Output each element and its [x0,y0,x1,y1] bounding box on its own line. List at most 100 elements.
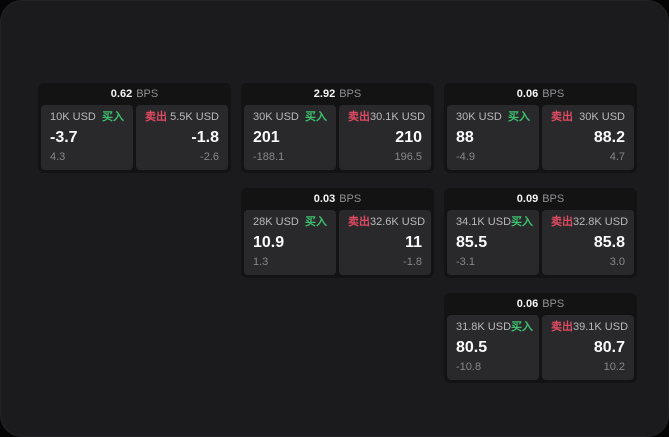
bps-value: 0.62 [110,87,133,100]
buy-delta: 1.3 [253,256,269,268]
buy-header-row: 30K USD 买入 [253,112,327,123]
sell-side-label: 卖出 [551,111,573,123]
sell-delta: 3.0 [609,256,625,268]
quote-card: 0.06 BPS 31.8K USD 买入 80.5 -10.8 卖出 39.1… [444,293,637,383]
buy-delta: -3.1 [456,256,475,268]
buy-side-label: 买入 [511,321,534,333]
card-header: 0.62 BPS [38,83,231,105]
buy-price: 201 [253,128,280,146]
card-header: 0.06 BPS [444,293,637,315]
buy-price: 85.5 [456,233,488,251]
quote-card: 0.06 BPS 30K USD 买入 88 -4.9 卖出 30K USD 8… [444,83,637,173]
sell-amount: 30.1K USD [370,111,426,123]
buy-delta: 4.3 [50,151,66,163]
buy-price: 10.9 [253,233,285,251]
bps-value: 0.09 [516,192,539,205]
bps-unit-label: BPS [339,192,362,205]
buy-delta: -10.8 [456,361,482,373]
sell-header-row: 卖出 32.6K USD [348,216,426,228]
sell-delta: 4.7 [609,151,625,163]
quote-card: 0.62 BPS 10K USD 买入 -3.7 4.3 卖出 5.5K USD… [38,83,231,173]
sell-header-row: 卖出 30.1K USD [348,111,426,123]
sell-quote-panel[interactable]: 卖出 39.1K USD 80.7 10.2 [542,315,634,380]
sell-price: 88.2 [593,128,625,146]
card-body: 10K USD 买入 -3.7 4.3 卖出 5.5K USD -1.8 -2.… [38,105,231,173]
buy-quote-panel[interactable]: 30K USD 买入 201 -188.1 [244,105,336,170]
buy-side-label: 买入 [305,111,327,123]
sell-quote-panel[interactable]: 卖出 30K USD 88.2 4.7 [542,105,634,170]
sell-side-label: 卖出 [348,111,370,123]
buy-amount: 28K USD [253,216,299,228]
quote-card: 2.92 BPS 30K USD 买入 201 -188.1 卖出 30.1K … [241,83,434,173]
card-header: 0.03 BPS [241,188,434,210]
buy-amount: 31.8K USD [456,321,512,333]
buy-side-label: 买入 [102,111,124,123]
bps-value: 0.03 [313,192,336,205]
sell-side-label: 卖出 [551,216,573,228]
buy-side-label: 买入 [305,216,327,228]
sell-quote-panel[interactable]: 卖出 5.5K USD -1.8 -2.6 [136,105,228,170]
sell-header-row: 卖出 39.1K USD [551,321,629,333]
buy-price: -3.7 [50,128,78,146]
sell-quote-panel[interactable]: 卖出 32.8K USD 85.8 3.0 [542,210,634,275]
buy-quote-panel[interactable]: 28K USD 买入 10.9 1.3 [244,210,336,275]
sell-amount: 32.6K USD [370,216,426,228]
buy-amount: 10K USD [50,111,96,123]
buy-price: 80.5 [456,338,488,356]
cards-grid: 0.62 BPS 10K USD 买入 -3.7 4.3 卖出 5.5K USD… [38,83,637,383]
buy-header-row: 30K USD 买入 [456,112,530,123]
buy-header-row: 34.1K USD 买入 [456,216,534,228]
buy-side-label: 买入 [511,216,534,228]
sell-price: 85.8 [593,233,625,251]
bps-unit-label: BPS [542,297,565,310]
quote-card: 0.09 BPS 34.1K USD 买入 85.5 -3.1 卖出 32.8K… [444,188,637,278]
card-body: 30K USD 买入 201 -188.1 卖出 30.1K USD 210 1… [241,105,434,173]
sell-price: 80.7 [593,338,625,356]
buy-delta: -188.1 [253,151,285,163]
sell-amount: 30K USD [579,111,625,123]
buy-amount: 34.1K USD [456,216,512,228]
buy-header-row: 10K USD 买入 [50,112,124,123]
sell-delta: 196.5 [394,151,422,163]
card-header: 2.92 BPS [241,83,434,105]
card-header: 0.09 BPS [444,188,637,210]
buy-quote-panel[interactable]: 10K USD 买入 -3.7 4.3 [41,105,133,170]
bps-unit-label: BPS [339,87,362,100]
buy-amount: 30K USD [456,111,502,123]
buy-header-row: 31.8K USD 买入 [456,321,534,333]
sell-header-row: 卖出 30K USD [551,112,625,123]
card-body: 31.8K USD 买入 80.5 -10.8 卖出 39.1K USD 80.… [444,315,637,383]
buy-quote-panel[interactable]: 30K USD 买入 88 -4.9 [447,105,539,170]
sell-header-row: 卖出 5.5K USD [145,112,219,123]
sell-price: -1.8 [191,128,219,146]
card-body: 30K USD 买入 88 -4.9 卖出 30K USD 88.2 4.7 [444,105,637,173]
sell-side-label: 卖出 [145,111,167,123]
sell-amount: 5.5K USD [170,111,219,123]
sell-side-label: 卖出 [551,321,573,333]
sell-delta: -2.6 [200,151,219,163]
buy-side-label: 买入 [508,111,530,123]
bps-unit-label: BPS [542,192,565,205]
buy-amount: 30K USD [253,111,299,123]
card-body: 34.1K USD 买入 85.5 -3.1 卖出 32.8K USD 85.8… [444,210,637,278]
bps-value: 0.06 [516,297,539,310]
buy-quote-panel[interactable]: 31.8K USD 买入 80.5 -10.8 [447,315,539,380]
buy-delta: -4.9 [456,151,475,163]
sell-price: 11 [405,233,422,251]
bps-value: 0.06 [516,87,539,100]
bps-unit-label: BPS [542,87,565,100]
quote-card: 0.03 BPS 28K USD 买入 10.9 1.3 卖出 32.6K US… [241,188,434,278]
buy-price: 88 [456,128,474,146]
buy-quote-panel[interactable]: 34.1K USD 买入 85.5 -3.1 [447,210,539,275]
sell-delta: -1.8 [403,256,422,268]
sell-delta: 10.2 [603,361,625,373]
bps-unit-label: BPS [136,87,159,100]
sell-side-label: 卖出 [348,216,370,228]
sell-quote-panel[interactable]: 卖出 32.6K USD 11 -1.8 [339,210,431,275]
sell-amount: 39.1K USD [573,321,629,333]
sell-quote-panel[interactable]: 卖出 30.1K USD 210 196.5 [339,105,431,170]
bps-value: 2.92 [313,87,336,100]
sell-header-row: 卖出 32.8K USD [551,216,629,228]
sell-price: 210 [395,128,422,146]
sell-amount: 32.8K USD [573,216,629,228]
